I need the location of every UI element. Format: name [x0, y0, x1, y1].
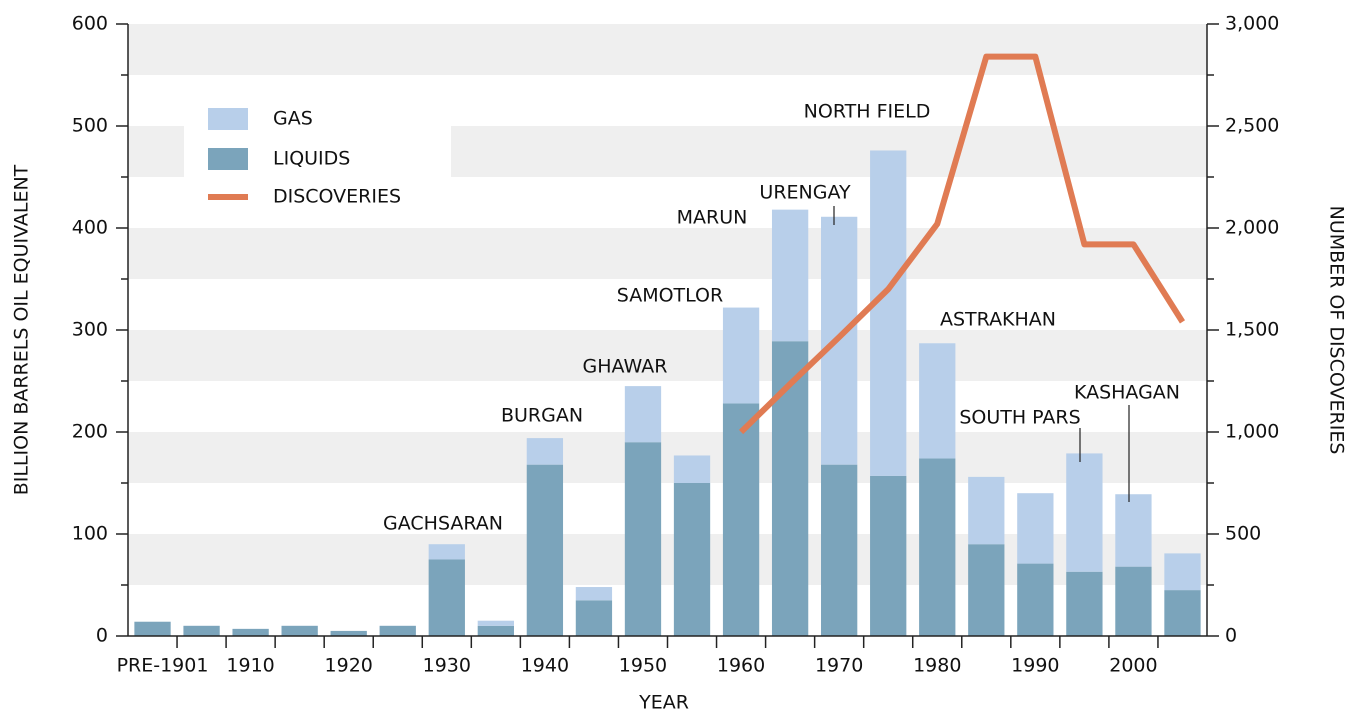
bar [1017, 493, 1054, 564]
bar [1164, 553, 1201, 591]
y2-tick-label: 1,500 [1225, 319, 1279, 341]
legend-label: DISCOVERIES [273, 186, 401, 208]
y2-tick-label: 0 [1225, 625, 1237, 647]
bar [575, 600, 613, 636]
x-tick-label: 1960 [717, 655, 765, 677]
line [738, 53, 1186, 435]
bar [575, 587, 613, 601]
bar [134, 621, 171, 636]
bar [428, 559, 465, 636]
legend-label: LIQUIDS [273, 148, 350, 170]
bar [330, 630, 367, 636]
bar [526, 464, 564, 636]
grid-band [128, 228, 1207, 279]
annotation: SOUTH PARS [959, 407, 1080, 429]
annotation: KASHAGAN [1074, 382, 1180, 404]
annotation: BURGAN [501, 405, 583, 427]
bar [1066, 571, 1103, 636]
bar [1115, 566, 1152, 636]
bar [722, 403, 760, 636]
y2-tick-label: 2,000 [1225, 217, 1279, 239]
y2-tick-label: 500 [1225, 523, 1261, 545]
bar [968, 476, 1005, 545]
bar [870, 150, 907, 476]
bar [1164, 590, 1201, 636]
y2-axis-label: NUMBER OF DISCOVERIES [1326, 206, 1348, 455]
y-tick-label: 200 [72, 421, 108, 443]
legend-label: GAS [273, 108, 313, 130]
y2-tick-label: 2,500 [1225, 115, 1279, 137]
bar [624, 386, 662, 443]
x-tick-label: 1920 [325, 655, 373, 677]
y-tick-label: 500 [72, 115, 108, 137]
x-tick-label: 1950 [619, 655, 667, 677]
grid-band [128, 24, 1207, 75]
bar [1017, 563, 1054, 636]
bar [771, 341, 809, 636]
grid-band [128, 432, 1207, 483]
x-tick-label: 1980 [913, 655, 961, 677]
bar [1066, 453, 1103, 572]
y-tick-label: 400 [72, 217, 108, 239]
bar [1115, 494, 1152, 567]
legend-swatch [208, 148, 248, 170]
bar [919, 458, 956, 636]
y2-tick-label: 3,000 [1225, 13, 1279, 35]
y2-tick-label: 1,000 [1225, 421, 1279, 443]
bar [477, 625, 514, 636]
annotation: GACHSARAN [383, 513, 503, 535]
x-tick-label: 1940 [521, 655, 569, 677]
annotation: GHAWAR [583, 356, 668, 378]
y-tick-label: 0 [96, 625, 108, 647]
bar [477, 620, 514, 626]
bar [673, 455, 711, 483]
bar [428, 544, 465, 560]
annotation: ASTRAKHAN [940, 309, 1056, 331]
x-tick-label: 1990 [1011, 655, 1059, 677]
bar [624, 442, 662, 636]
annotation: URENGAY [759, 182, 851, 204]
bar [919, 343, 956, 459]
grid-band [128, 330, 1207, 381]
x-tick-label: 1930 [423, 655, 471, 677]
bar [183, 625, 220, 636]
y-axis-label: BILLION BARRELS OIL EQUIVALENT [11, 164, 33, 495]
annotation: SAMOTLOR [617, 285, 723, 307]
x-tick-label: 2000 [1109, 655, 1157, 677]
bar [526, 438, 564, 465]
annotation: NORTH FIELD [804, 101, 931, 123]
annotation: MARUN [677, 207, 748, 229]
x-axis-label: YEAR [638, 692, 689, 714]
bar [968, 544, 1005, 636]
bar [771, 209, 809, 342]
bar [870, 475, 907, 636]
bar [673, 483, 711, 636]
y-tick-label: 300 [72, 319, 108, 341]
bar [379, 625, 416, 636]
legend-swatch [208, 108, 248, 130]
bar [722, 307, 760, 404]
bar [821, 464, 858, 636]
bar [232, 628, 269, 636]
x-tick-label: PRE-1901 [117, 655, 209, 677]
x-tick-label: 1970 [815, 655, 863, 677]
bar [281, 625, 318, 636]
y-tick-label: 100 [72, 523, 108, 545]
x-tick-label: 1910 [226, 655, 274, 677]
y-tick-label: 600 [72, 13, 108, 35]
